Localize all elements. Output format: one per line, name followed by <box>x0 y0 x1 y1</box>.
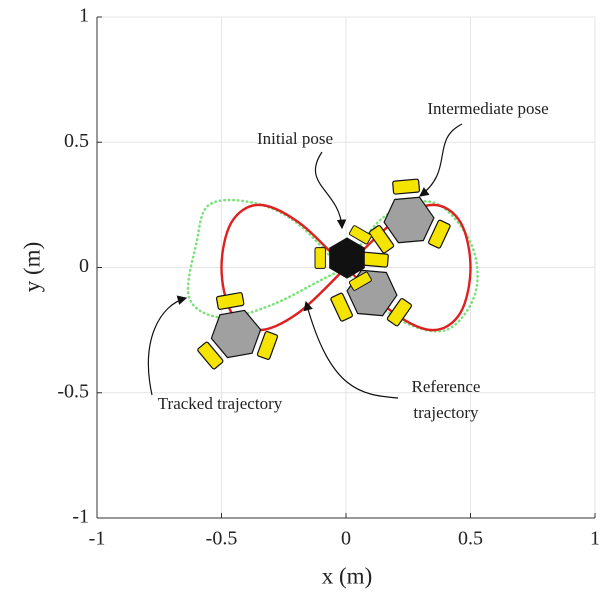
x-axis-label: x (m) <box>322 563 372 588</box>
annotation: Initial pose <box>257 129 333 148</box>
y-tick-label: 1 <box>79 5 89 27</box>
chart: Initial pose Intermediate pose Tracked t… <box>0 0 600 598</box>
x-tick-label: 1 <box>590 528 600 550</box>
x-tick-label: 0.5 <box>458 528 483 550</box>
annotation: Intermediate pose <box>427 99 548 118</box>
y-tick-label: 0.5 <box>64 130 89 152</box>
y-tick-label: 0 <box>79 255 89 277</box>
y-axis-label: y (m) <box>19 242 44 292</box>
arrow <box>148 298 186 395</box>
robot-icon <box>365 177 453 255</box>
annotation: trajectory <box>413 403 479 422</box>
annotation: Reference <box>412 377 481 396</box>
x-tick-label: 0 <box>341 528 351 550</box>
x-tick-label: -1 <box>89 528 106 550</box>
annotation: Tracked trajectory <box>158 394 283 413</box>
x-tick-label: -0.5 <box>206 528 238 550</box>
y-tick-label: -1 <box>72 506 89 528</box>
y-tick-label: -0.5 <box>57 380 89 402</box>
arrow <box>420 124 462 196</box>
arrow <box>315 152 342 228</box>
